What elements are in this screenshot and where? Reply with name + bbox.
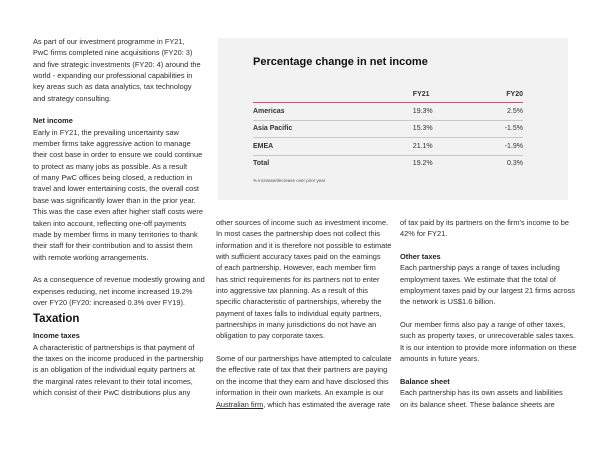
- text-line: A characteristic of partnerships is that…: [33, 342, 195, 352]
- text-line: has strict requirements for its partners…: [216, 274, 380, 284]
- subheading: Net income: [33, 116, 73, 126]
- text-line: member firms take aggressive action to m…: [33, 139, 191, 149]
- header-region: [253, 86, 313, 103]
- text-line: of each partnership. However, each membe…: [216, 263, 376, 273]
- text-line: Each partnership has its own assets and …: [400, 388, 563, 398]
- net-income-table-panel: Percentage change in net income FY21 FY2…: [218, 38, 568, 200]
- fy21-cell: 19.2%: [312, 154, 496, 172]
- paragraph-gap: [216, 342, 406, 353]
- text-line: Early in FY21, the prevailing uncertaint…: [33, 127, 179, 137]
- table-row: Asia Pacific 15.3% -1.5%: [253, 120, 523, 138]
- text-line: It is our intention to provide more info…: [400, 342, 577, 352]
- text-line: Each partnership pays a range of taxes i…: [400, 263, 560, 273]
- australian-firm-link[interactable]: Australian firm: [216, 399, 264, 409]
- subheading: Other taxes: [400, 252, 441, 262]
- text-line: As part of our investment programme in F…: [33, 37, 185, 46]
- region-cell: Americas: [253, 102, 313, 121]
- fy20-cell: 2.5%: [495, 102, 523, 121]
- text-line: partnerships in many jurisdictions do no…: [216, 320, 377, 330]
- table-row: Americas 19.3% 2.5%: [253, 102, 523, 121]
- text-line: the marginal rates relevant to their tot…: [33, 376, 193, 386]
- header-fy21: FY21: [412, 90, 430, 98]
- text-line: the network is US$1.6 billion.: [400, 297, 496, 307]
- text-line: the effective rate of tax that their par…: [216, 365, 388, 375]
- paragraph-gap: [33, 104, 223, 115]
- text-line-rest: , which has estimated the average rate: [263, 399, 391, 409]
- text-line: their staff for their contribution and t…: [33, 241, 193, 251]
- text-line: is an obligation of the individual equit…: [33, 365, 195, 375]
- table-header-row: FY21 FY20: [253, 86, 523, 103]
- table-footnote: % increase/decrease over prior year: [253, 178, 326, 183]
- text-line: employment taxes. We estimate that the t…: [400, 274, 556, 284]
- text-line: Australian firm, which has estimated the…: [216, 399, 406, 410]
- right-column: of tax paid by its partners on the firm'…: [400, 217, 590, 410]
- text-line: specific characteristic of partnerships,…: [216, 297, 382, 307]
- fy21-cell: 15.3%: [312, 120, 496, 138]
- header-fy20: FY20: [506, 90, 523, 98]
- text-line: world - expanding our professional capab…: [33, 71, 193, 81]
- text-line: 42% for FY21.: [400, 229, 448, 239]
- text-line: obligation to pay corporate taxes.: [216, 331, 325, 341]
- table-title: Percentage change in net income: [253, 56, 428, 68]
- text-line: base was significantly lower than in the…: [33, 195, 196, 205]
- text-line: In most cases the partnership does not c…: [216, 229, 380, 239]
- fy21-cell: 19.3%: [312, 102, 496, 121]
- text-line: This was the case even after higher staf…: [33, 207, 203, 217]
- net-income-table: FY21 FY20 Americas 19.3% 2.5% Asia Pacific 1…: [253, 86, 523, 172]
- text-line: Our member firms also pay a range of oth…: [400, 320, 566, 330]
- text-line: the taxes on the income produced in the …: [33, 353, 204, 363]
- text-line: with remote working arrangements.: [33, 252, 149, 262]
- region-cell: EMEA: [253, 137, 313, 156]
- text-line: key areas such as data analytics, tax te…: [33, 82, 192, 92]
- paragraph-gap: [33, 263, 223, 274]
- text-line: amounts in future years.: [400, 354, 480, 364]
- fy20-cell: -1.9%: [495, 137, 523, 156]
- region-cell: Total: [253, 154, 313, 172]
- region-cell: Asia Pacific: [253, 120, 313, 138]
- subheading: Balance sheet: [400, 376, 450, 386]
- table-row: Total 19.2% 0.3%: [253, 154, 523, 172]
- text-line: on the income that they earn and have di…: [216, 376, 389, 386]
- text-line: over FY20 (FY20: increased 0.3% over FY1…: [33, 297, 185, 307]
- text-line: As a consequence of revenue modestly gro…: [33, 275, 205, 285]
- left-column: As part of our investment programme in F…: [33, 36, 223, 398]
- text-line: payment of taxes falls to individual equ…: [216, 308, 382, 318]
- fy21-cell: 21.1%: [312, 137, 496, 156]
- text-line: Some of our partnerships have attempted …: [216, 354, 392, 364]
- subheading: Income taxes: [33, 331, 80, 341]
- text-line: employment taxes paid by our largest 21 …: [400, 286, 575, 296]
- text-line: on its balance sheet. These balance shee…: [400, 399, 555, 409]
- fy20-cell: 0.3%: [495, 154, 523, 172]
- paragraph-gap: [400, 364, 590, 375]
- table-row: EMEA 21.1% -1.9%: [253, 137, 523, 156]
- text-line: and five strategic investments (FY20: 4)…: [33, 59, 201, 69]
- middle-column: other sources of income such as investme…: [216, 217, 406, 410]
- text-line: to protect as many jobs as possible. As …: [33, 161, 188, 171]
- text-line: such as property taxes, or unrecoverable…: [400, 331, 576, 341]
- text-line: into aggressive tax planning. As a resul…: [216, 286, 369, 296]
- text-line: information in their own markets. An exa…: [216, 388, 384, 398]
- section-heading: Taxation: [33, 313, 80, 326]
- fy20-cell: -1.5%: [495, 120, 523, 138]
- text-line: with sufficient accuracy taxes paid on t…: [216, 252, 381, 262]
- text-line: information and it is therefore not poss…: [216, 240, 392, 250]
- text-line: made by member firms in many territories…: [33, 229, 198, 239]
- paragraph-gap: [400, 308, 590, 319]
- text-line: taken into account, reflecting one-off p…: [33, 218, 187, 228]
- paragraph-gap: [400, 240, 590, 251]
- text-line: PwC firms completed nine acquisitions (F…: [33, 48, 193, 58]
- text-line: and strategy consulting.: [33, 93, 112, 103]
- text-line: which consist of their PwC distributions…: [33, 387, 191, 397]
- text-line: expenses reducing, net income increased …: [33, 286, 193, 296]
- text-line: other sources of income such as investme…: [216, 218, 389, 227]
- text-line: of tax paid by its partners on the firm'…: [400, 218, 570, 227]
- text-line: of many PwC offices being closed, a redu…: [33, 173, 193, 183]
- text-line: travel and lower entertaining costs, the…: [33, 184, 199, 194]
- text-line: their cost base in order to ensure we co…: [33, 150, 203, 160]
